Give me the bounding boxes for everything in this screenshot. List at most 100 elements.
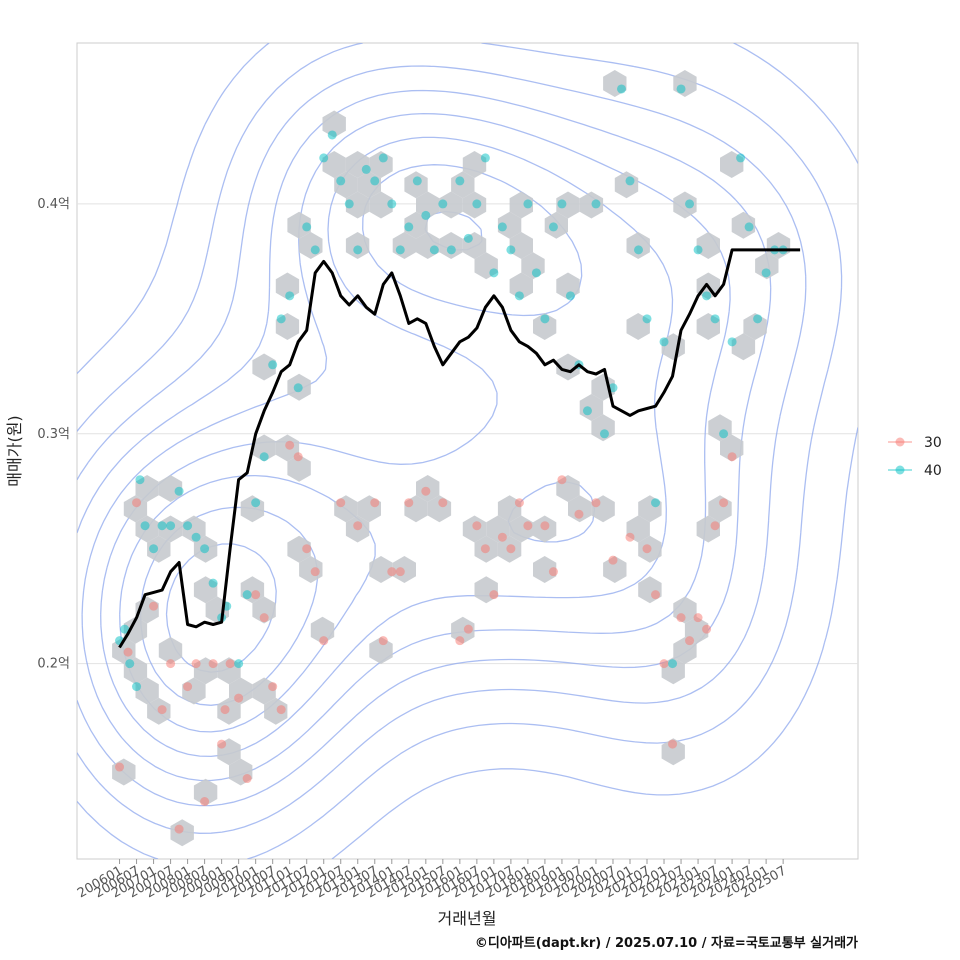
point-series-30 bbox=[310, 567, 320, 577]
point-series-30 bbox=[574, 509, 584, 519]
point-series-40 bbox=[125, 659, 135, 669]
point-series-30 bbox=[191, 659, 201, 669]
y-tick-label: 0.2억 bbox=[37, 657, 70, 672]
point-series-30 bbox=[353, 521, 363, 531]
point-series-30 bbox=[217, 739, 227, 749]
point-series-40 bbox=[120, 624, 130, 634]
hexbin-cell bbox=[509, 272, 533, 300]
hexbin-cell bbox=[509, 232, 533, 259]
hexbin-cell bbox=[392, 556, 416, 583]
point-series-30 bbox=[123, 647, 133, 657]
point-series-40 bbox=[736, 153, 746, 163]
trend-line bbox=[118, 248, 801, 649]
point-series-40 bbox=[344, 199, 354, 209]
hexbin-cell bbox=[731, 211, 756, 239]
point-series-30 bbox=[608, 555, 618, 565]
point-series-30 bbox=[259, 613, 269, 623]
point-series-40 bbox=[463, 233, 473, 243]
point-series-30 bbox=[285, 440, 295, 450]
point-series-30 bbox=[421, 486, 431, 496]
hexbin-cell bbox=[451, 616, 475, 644]
point-series-30 bbox=[157, 705, 167, 715]
point-series-30 bbox=[404, 498, 414, 508]
point-series-30 bbox=[710, 521, 720, 531]
point-series-30 bbox=[220, 705, 230, 715]
density-contour-line bbox=[77, 65, 807, 834]
point-series-40 bbox=[293, 383, 303, 393]
point-series-30 bbox=[174, 824, 184, 834]
point-series-40 bbox=[438, 199, 448, 209]
hexbin-cell bbox=[731, 333, 756, 361]
point-series-40 bbox=[719, 429, 729, 439]
point-series-40 bbox=[548, 222, 558, 232]
point-series-40 bbox=[651, 498, 661, 508]
point-series-40 bbox=[327, 130, 337, 140]
point-series-40 bbox=[557, 199, 567, 209]
point-series-40 bbox=[183, 521, 193, 531]
density-contour-line bbox=[77, 43, 858, 859]
point-series-40 bbox=[149, 544, 159, 554]
legend: 30 40 bbox=[888, 435, 942, 479]
point-series-30 bbox=[480, 544, 490, 554]
point-series-40 bbox=[565, 291, 575, 301]
hexbin-cell bbox=[252, 596, 276, 624]
point-series-30 bbox=[625, 532, 635, 542]
point-series-40 bbox=[582, 406, 592, 416]
point-series-30 bbox=[506, 544, 516, 554]
point-series-40 bbox=[599, 429, 609, 439]
hexbin-cell bbox=[497, 211, 522, 239]
point-series-40 bbox=[132, 682, 142, 692]
hexbin-cell bbox=[533, 313, 557, 340]
hexbin-cell bbox=[322, 151, 346, 178]
point-series-40 bbox=[523, 199, 533, 209]
hexbin-cell bbox=[661, 738, 685, 766]
point-series-30 bbox=[497, 532, 507, 542]
legend-key-point bbox=[895, 437, 905, 447]
x-axis-ticks: 2006012006072007012007072008012008072009… bbox=[75, 859, 789, 901]
point-series-30 bbox=[319, 636, 329, 646]
point-series-40 bbox=[319, 153, 329, 163]
y-tick-label: 0.4억 bbox=[37, 197, 70, 212]
point-series-30 bbox=[642, 544, 652, 554]
point-series-30 bbox=[455, 636, 465, 646]
data-points bbox=[115, 84, 788, 834]
point-series-40 bbox=[642, 314, 652, 324]
point-series-40 bbox=[361, 164, 371, 174]
point-series-30 bbox=[183, 682, 193, 692]
point-series-40 bbox=[157, 521, 167, 531]
point-series-40 bbox=[208, 578, 218, 588]
hexbin-cell bbox=[439, 191, 463, 219]
hexbin-cell bbox=[252, 434, 276, 462]
point-series-30 bbox=[200, 797, 210, 807]
point-series-30 bbox=[676, 613, 686, 623]
point-series-40 bbox=[761, 268, 771, 278]
hexbin-cell bbox=[123, 495, 148, 523]
point-series-40 bbox=[302, 222, 312, 232]
hexbin-cell bbox=[579, 191, 604, 219]
point-series-30 bbox=[132, 498, 142, 508]
point-series-40 bbox=[693, 245, 703, 255]
y-axis-title: 매매가(원) bbox=[5, 415, 24, 486]
point-series-40 bbox=[616, 84, 626, 94]
point-series-30 bbox=[149, 601, 159, 611]
point-series-40 bbox=[370, 176, 380, 186]
hexbin-cell bbox=[322, 110, 346, 138]
point-series-40 bbox=[387, 199, 397, 209]
point-series-30 bbox=[234, 693, 244, 703]
point-series-30 bbox=[336, 498, 346, 508]
legend-key-point bbox=[895, 465, 905, 475]
hexbin-cell bbox=[755, 252, 779, 280]
point-series-30 bbox=[685, 636, 695, 646]
y-axis-ticks: 0.2억 0.3억 0.4억 bbox=[37, 197, 70, 672]
point-series-40 bbox=[676, 84, 686, 94]
point-series-30 bbox=[514, 498, 524, 508]
point-series-40 bbox=[506, 245, 516, 255]
point-series-40 bbox=[166, 521, 176, 531]
point-series-30 bbox=[548, 567, 558, 577]
point-series-40 bbox=[668, 659, 678, 669]
point-series-40 bbox=[472, 199, 482, 209]
hexbin-cell bbox=[252, 353, 276, 381]
point-series-30 bbox=[591, 498, 601, 508]
point-series-30 bbox=[557, 475, 567, 485]
x-axis-title: 거래년월 bbox=[438, 909, 497, 928]
